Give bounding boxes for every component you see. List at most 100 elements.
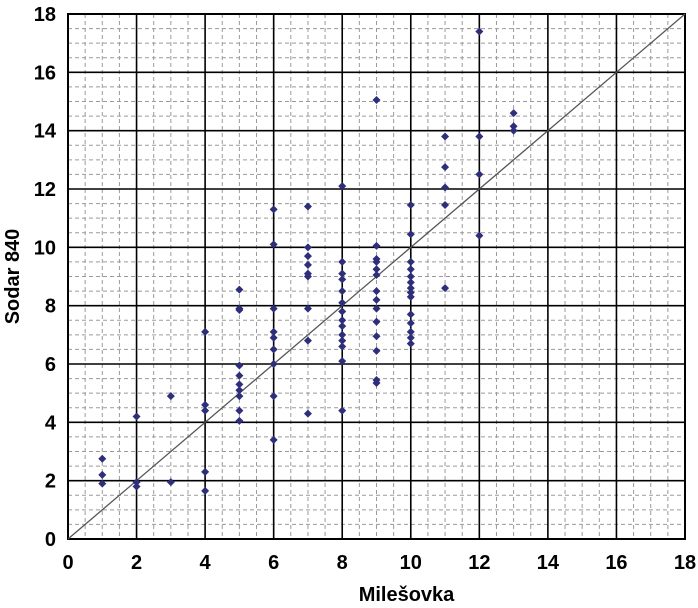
x-tick-label: 2 xyxy=(131,552,142,574)
data-point xyxy=(406,201,415,210)
data-point xyxy=(372,295,381,304)
data-point xyxy=(372,257,381,266)
data-point xyxy=(372,241,381,250)
y-axis-title: Sodar 840 xyxy=(2,229,24,325)
data-point xyxy=(235,406,244,415)
data-point xyxy=(269,304,278,313)
data-point xyxy=(303,252,312,261)
y-tick-label: 6 xyxy=(45,354,56,376)
data-point xyxy=(132,482,141,491)
y-tick-label: 14 xyxy=(34,121,57,143)
data-point xyxy=(235,306,244,315)
data-point xyxy=(338,316,347,325)
y-tick-label: 12 xyxy=(34,179,56,201)
data-point xyxy=(338,275,347,284)
data-point xyxy=(269,345,278,354)
data-point xyxy=(303,409,312,418)
data-point xyxy=(406,284,415,293)
data-point xyxy=(406,257,415,266)
data-point xyxy=(338,182,347,191)
data-point xyxy=(235,386,244,395)
y-tick-label: 10 xyxy=(34,237,56,259)
data-point xyxy=(509,109,518,118)
data-point xyxy=(475,170,484,179)
plot-frame xyxy=(67,13,686,540)
data-point xyxy=(269,435,278,444)
data-point xyxy=(406,339,415,348)
x-tick-label: 18 xyxy=(674,552,696,574)
data-point xyxy=(338,269,347,278)
data-point xyxy=(166,478,175,487)
data-point xyxy=(201,406,210,415)
data-point xyxy=(372,271,381,280)
data-point xyxy=(372,265,381,274)
data-point xyxy=(235,361,244,370)
x-tick-label: 4 xyxy=(200,552,212,574)
data-point xyxy=(201,327,210,336)
data-point xyxy=(235,392,244,401)
data-point xyxy=(372,287,381,296)
x-tick-labels: 0 2 4 6 8 10 12 14 16 18 xyxy=(62,552,696,574)
data-point xyxy=(235,416,244,425)
x-tick-label: 0 xyxy=(62,552,73,574)
data-point xyxy=(201,486,210,495)
data-point xyxy=(406,310,415,319)
data-point xyxy=(269,360,278,368)
data-points xyxy=(98,27,518,495)
data-point xyxy=(338,307,347,316)
data-point xyxy=(441,183,450,192)
x-tick-label: 16 xyxy=(605,552,627,574)
data-point xyxy=(441,163,450,172)
data-point xyxy=(303,260,312,269)
data-point xyxy=(201,467,210,476)
x-axis-title: Milešovka xyxy=(359,584,455,606)
minor-gridlines xyxy=(68,14,685,539)
data-point xyxy=(372,304,381,313)
data-point xyxy=(269,327,278,336)
data-point xyxy=(269,240,278,249)
data-point xyxy=(98,470,107,479)
data-point xyxy=(406,292,415,301)
data-point xyxy=(406,327,415,336)
data-point xyxy=(441,201,450,210)
data-point xyxy=(475,231,484,240)
y-tick-label: 16 xyxy=(34,62,56,84)
data-point xyxy=(406,278,415,287)
data-point xyxy=(303,202,312,211)
data-point xyxy=(475,132,484,141)
data-point xyxy=(98,479,107,488)
data-point xyxy=(372,332,381,341)
data-point xyxy=(338,357,347,366)
y-tick-label: 0 xyxy=(45,529,56,551)
data-point xyxy=(235,380,244,389)
data-point xyxy=(303,336,312,345)
y-tick-label: 2 xyxy=(45,471,56,493)
data-point xyxy=(132,412,141,421)
data-point xyxy=(441,284,450,293)
data-point xyxy=(235,371,244,380)
x-tick-label: 8 xyxy=(337,552,348,574)
data-point xyxy=(166,392,175,401)
data-point xyxy=(441,132,450,141)
data-point xyxy=(98,454,107,463)
data-point xyxy=(338,336,347,345)
data-point xyxy=(303,304,312,313)
y-tick-label: 8 xyxy=(45,296,56,318)
data-point xyxy=(509,126,518,135)
data-point xyxy=(201,400,210,409)
data-point xyxy=(372,378,381,387)
data-point xyxy=(406,265,415,274)
data-point xyxy=(132,478,141,487)
x-tick-label: 12 xyxy=(468,552,490,574)
x-tick-label: 10 xyxy=(400,552,422,574)
data-point xyxy=(406,230,415,239)
data-point xyxy=(372,317,381,326)
data-point xyxy=(269,205,278,214)
data-point xyxy=(338,330,347,339)
x-tick-label: 14 xyxy=(537,552,560,574)
data-point xyxy=(406,272,415,281)
data-point xyxy=(338,342,347,351)
data-point xyxy=(235,285,244,294)
data-point xyxy=(406,288,415,297)
